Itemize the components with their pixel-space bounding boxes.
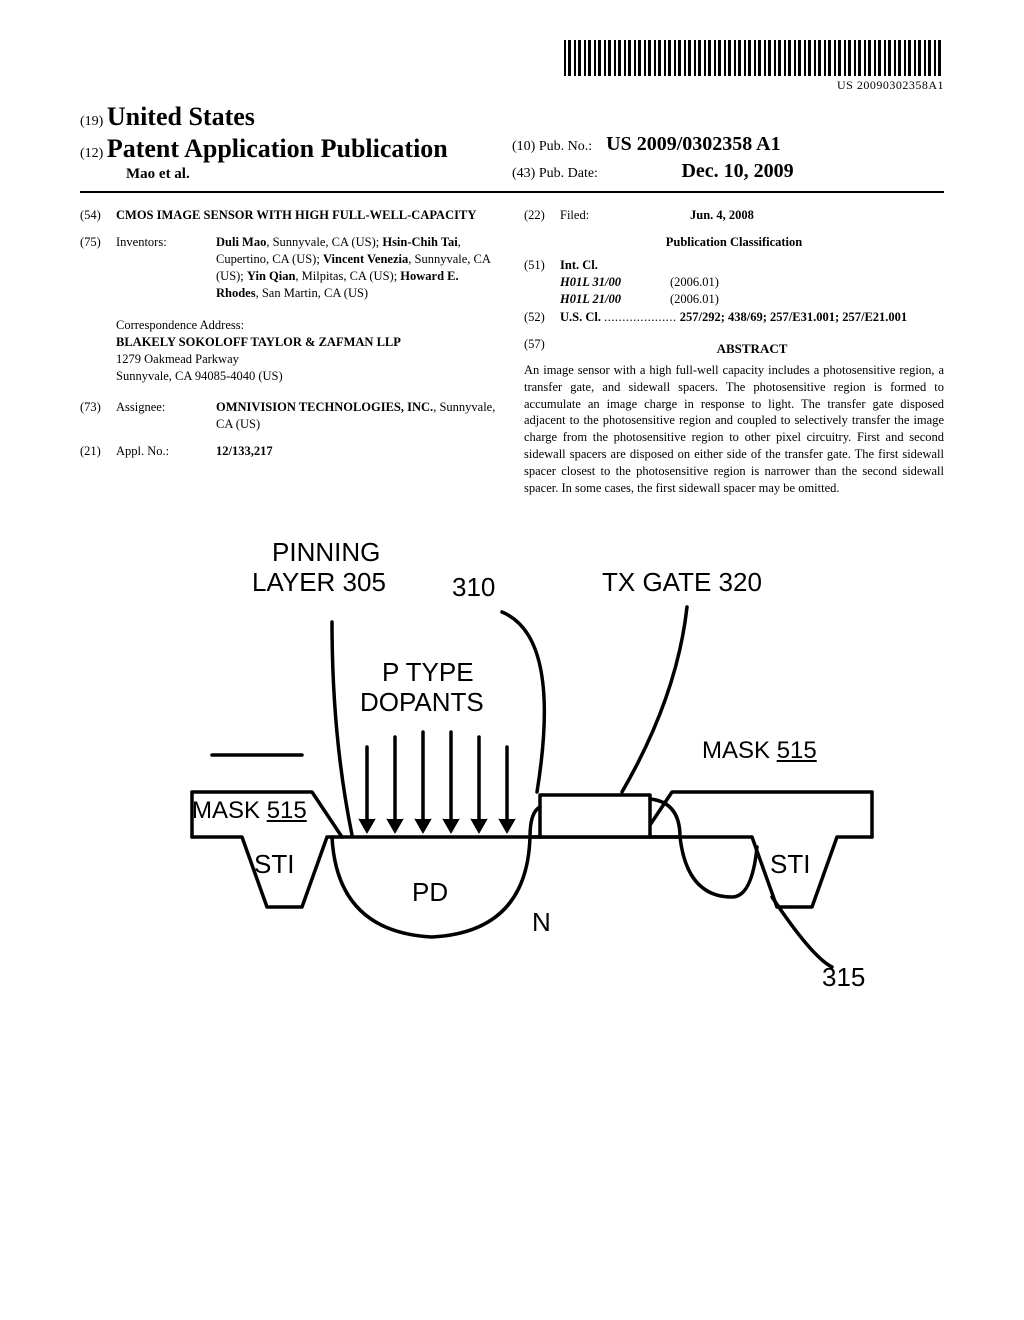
biblio-columns: (54) CMOS IMAGE SENSOR WITH HIGH FULL-WE… [80,207,944,497]
pubtype: Patent Application Publication [107,134,448,163]
header: (19) United States (12) Patent Applicati… [80,102,944,183]
corr-line: Sunnyvale, CA 94085-4040 (US) [116,368,500,385]
invention-title: CMOS IMAGE SENSOR WITH HIGH FULL-WELL-CA… [116,207,500,224]
pubno-code: (10) [512,139,535,154]
inventor-name: Yin Qian [247,269,296,283]
abstract-label: ABSTRACT [560,340,944,358]
mask-r-text: MASK [702,737,777,764]
title-code: (54) [80,207,116,224]
fig-label-n: N [532,907,551,938]
intcl-code-item: H01L 21/00 [560,291,670,308]
applno-code: (21) [80,443,116,460]
country-code: (19) [80,114,103,129]
intcl-code: (51) [524,257,560,308]
fig-label-sti-left: STI [254,849,294,880]
pubtype-code: (12) [80,146,103,161]
uscl-label: U.S. Cl. [560,310,601,324]
uscl-dots: .................... [604,310,677,324]
fig-label-pinning: PINNING [272,537,380,568]
filed-date: Jun. 4, 2008 [660,207,944,224]
corr-line: 1279 Oakmead Parkway [116,351,500,368]
fig-label-315: 315 [822,962,865,993]
mask-r-num: 515 [777,737,817,764]
fig-label-310: 310 [452,572,495,603]
pubdate-code: (43) [512,166,535,181]
inventor-loc: , San Martin, CA (US) [256,286,369,300]
figure-svg [132,537,892,997]
intcl-year: (2006.01) [670,274,719,291]
abstract-code: (57) [524,336,560,358]
inventor-name: Hsin-Chih Tai [382,235,457,249]
fig-label-dopants: DOPANTS [360,687,484,718]
fig-label-mask-right: MASK 515 [702,737,817,765]
assignee-name: OMNIVISION TECHNOLOGIES, INC. [216,400,433,414]
barcode-text: US 20090302358A1 [564,78,944,93]
pubno-label: Pub. No.: [539,139,592,154]
fig-label-pd: PD [412,877,448,908]
intcl-code-item: H01L 31/00 [560,274,670,291]
patent-figure: PINNING LAYER 305 310 TX GATE 320 P TYPE… [132,537,892,997]
uscl-code: (52) [524,309,560,326]
pubno: US 2009/0302358 A1 [606,133,780,155]
filed-code: (22) [524,207,560,224]
fig-label-mask-left: MASK 515 [192,797,307,825]
fig-label-ptype: P TYPE [382,657,474,688]
inventor-name: Duli Mao [216,235,266,249]
corr-label: Correspondence Address: [116,317,500,334]
intcl-list: H01L 31/00(2006.01)H01L 21/00(2006.01) [560,274,944,308]
uscl-codes: 257/292; 438/69; 257/E31.001; 257/E21.00… [680,310,907,324]
intcl-row: H01L 31/00(2006.01) [560,274,944,291]
inventors-label: Inventors: [116,234,216,302]
barcode-block: US 20090302358A1 [80,40,944,94]
applno-label: Appl. No.: [116,443,216,460]
intcl-row: H01L 21/00(2006.01) [560,291,944,308]
assignee-label: Assignee: [116,399,216,433]
assignee-value: OMNIVISION TECHNOLOGIES, INC., Sunnyvale… [216,399,500,433]
fig-label-txgate: TX GATE 320 [602,567,762,598]
corr-address: BLAKELY SOKOLOFF TAYLOR & ZAFMAN LLP1279… [116,334,500,385]
mask-l-num: 515 [267,797,307,824]
uscl-value: U.S. Cl. .................... 257/292; 4… [560,309,944,326]
inventors-code: (75) [80,234,116,302]
assignee-code: (73) [80,399,116,433]
abstract-text: An image sensor with a high full-well ca… [524,362,944,497]
inventor-loc: , Sunnyvale, CA (US); [266,235,382,249]
author-line: Mao et al. [126,166,512,183]
intcl-label: Int. Cl. [560,257,944,274]
pubdate-label: Pub. Date: [539,166,598,181]
fig-label-layer305: LAYER 305 [252,567,386,598]
inventor-name: Vincent Venezia [323,252,408,266]
corr-line: BLAKELY SOKOLOFF TAYLOR & ZAFMAN LLP [116,334,500,351]
inventors-list: Duli Mao, Sunnyvale, CA (US); Hsin-Chih … [216,234,500,302]
mask-l-text: MASK [192,797,267,824]
divider [80,191,944,193]
fig-label-sti-right: STI [770,849,810,880]
applno: 12/133,217 [216,443,500,460]
intcl-year: (2006.01) [670,291,719,308]
pub-class-header: Publication Classification [524,234,944,251]
barcode-bars [564,40,944,76]
inventor-loc: , Milpitas, CA (US); [295,269,400,283]
pubdate: Dec. 10, 2009 [681,160,793,182]
filed-label: Filed: [560,207,660,224]
country-name: United States [107,102,255,131]
